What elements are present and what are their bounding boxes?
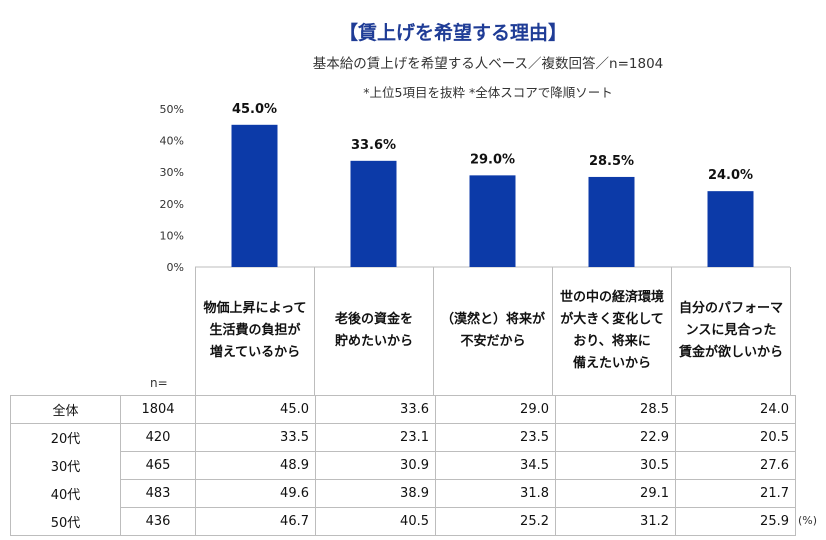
table-cell: 33.5 bbox=[195, 423, 316, 452]
segment-label: 20代 bbox=[10, 423, 121, 452]
category-label-3-text: （漠然と）将来が 不安だから bbox=[440, 312, 545, 349]
n-header: n= bbox=[150, 376, 168, 390]
table-cell: 27.6 bbox=[675, 451, 796, 480]
table-cell: 23.1 bbox=[315, 423, 436, 452]
table-row: 50代 436 46.7 40.5 25.2 31.2 25.9 bbox=[10, 507, 796, 536]
table-cell: 25.2 bbox=[435, 507, 556, 536]
chart-note: *上位5項目を抜粋 *全体スコアで降順ソート bbox=[363, 85, 613, 100]
table-cell: 23.5 bbox=[435, 423, 556, 452]
category-label-1-text: 物価上昇によって 生活費の負担が 増えているから bbox=[203, 301, 307, 360]
table-cell: 31.2 bbox=[555, 507, 676, 536]
category-label-2-text: 老後の資金を 貯めたいから bbox=[334, 312, 413, 349]
sample-size: 436 bbox=[120, 507, 196, 536]
table-cell: 30.5 bbox=[555, 451, 676, 480]
table-row: 20代 420 33.5 23.1 23.5 22.9 20.5 bbox=[10, 423, 796, 452]
table-row: 40代 483 49.6 38.9 31.8 29.1 21.7 bbox=[10, 479, 796, 508]
bar-5 bbox=[707, 191, 754, 267]
table-cell: 34.5 bbox=[435, 451, 556, 480]
table-cell: 29.0 bbox=[435, 395, 556, 424]
category-label-5: 自分のパフォーマ ンスに見合った 賃金が欲しいから bbox=[671, 267, 791, 395]
table-cell: 48.9 bbox=[195, 451, 316, 480]
category-label-5-text: 自分のパフォーマ ンスに見合った 賃金が欲しいから bbox=[678, 301, 783, 360]
table-cell: 40.5 bbox=[315, 507, 436, 536]
table-cell: 25.9 bbox=[675, 507, 796, 536]
category-label-1: 物価上昇によって 生活費の負担が 増えているから bbox=[195, 267, 315, 395]
table-cell: 31.8 bbox=[435, 479, 556, 508]
bar-2 bbox=[350, 160, 397, 267]
table-cell: 24.0 bbox=[675, 395, 796, 424]
bar-3 bbox=[469, 175, 516, 267]
table-cell: 49.6 bbox=[195, 479, 316, 508]
category-label-3: （漠然と）将来が 不安だから bbox=[433, 267, 553, 395]
bar-1 bbox=[231, 124, 278, 267]
table-cell: 33.6 bbox=[315, 395, 436, 424]
table-cell: 22.9 bbox=[555, 423, 676, 452]
sample-size: 483 bbox=[120, 479, 196, 508]
sample-size: 1804 bbox=[120, 395, 196, 424]
table-cell: 21.7 bbox=[675, 479, 796, 508]
y-tick-label: 20% bbox=[160, 198, 184, 211]
table-cell: 29.1 bbox=[555, 479, 676, 508]
y-tick-label: 40% bbox=[160, 135, 184, 148]
sample-size: 420 bbox=[120, 423, 196, 452]
table-cell: 45.0 bbox=[195, 395, 316, 424]
y-tick-label: 10% bbox=[160, 229, 184, 242]
data-label-4: 28.5% bbox=[589, 154, 634, 169]
category-label-row: 物価上昇によって 生活費の負担が 増えているから 老後の資金を 貯めたいから （漠然と… bbox=[195, 267, 791, 395]
table-cell: 20.5 bbox=[675, 423, 796, 452]
sample-size: 465 bbox=[120, 451, 196, 480]
bar-4 bbox=[588, 176, 635, 267]
data-label-2: 33.6% bbox=[351, 138, 396, 153]
segment-label: 40代 bbox=[10, 479, 121, 508]
segment-label: 全体 bbox=[10, 395, 121, 424]
unit-label: (%) bbox=[798, 514, 818, 527]
data-label-1: 45.0% bbox=[232, 102, 277, 117]
y-tick-label: 30% bbox=[160, 166, 184, 179]
bar-chart: 0% 10% 20% 30% 40% 50% 45.0% 33.6% 29.0% 28.5% 24.… bbox=[160, 102, 790, 274]
chart-subtitle: 基本給の賃上げを希望する人ベース／複数回答／n=1804 bbox=[312, 56, 664, 72]
y-tick-label: 0% bbox=[167, 261, 184, 274]
category-label-4: 世の中の経済環境 が大きく変化して おり、将来に 備えたいから bbox=[552, 267, 672, 395]
table-row: 30代 465 48.9 30.9 34.5 30.5 27.6 bbox=[10, 451, 796, 480]
y-tick-label: 50% bbox=[160, 103, 184, 116]
data-label-5: 24.0% bbox=[708, 168, 753, 183]
table-row: 全体 1804 45.0 33.6 29.0 28.5 24.0 bbox=[10, 395, 796, 424]
data-label-3: 29.0% bbox=[470, 152, 515, 167]
chart-title: 【賃上げを希望する理由】 bbox=[338, 22, 567, 44]
segment-label: 30代 bbox=[10, 451, 121, 480]
table-cell: 46.7 bbox=[195, 507, 316, 536]
segment-label: 50代 bbox=[10, 507, 121, 536]
category-label-4-text: 世の中の経済環境 が大きく変化して おり、将来に 備えたいから bbox=[559, 290, 664, 371]
table-cell: 38.9 bbox=[315, 479, 436, 508]
data-table: 全体 1804 45.0 33.6 29.0 28.5 24.0 20代 420… bbox=[10, 395, 796, 536]
table-cell: 30.9 bbox=[315, 451, 436, 480]
table-cell: 28.5 bbox=[555, 395, 676, 424]
category-label-2: 老後の資金を 貯めたいから bbox=[314, 267, 434, 395]
